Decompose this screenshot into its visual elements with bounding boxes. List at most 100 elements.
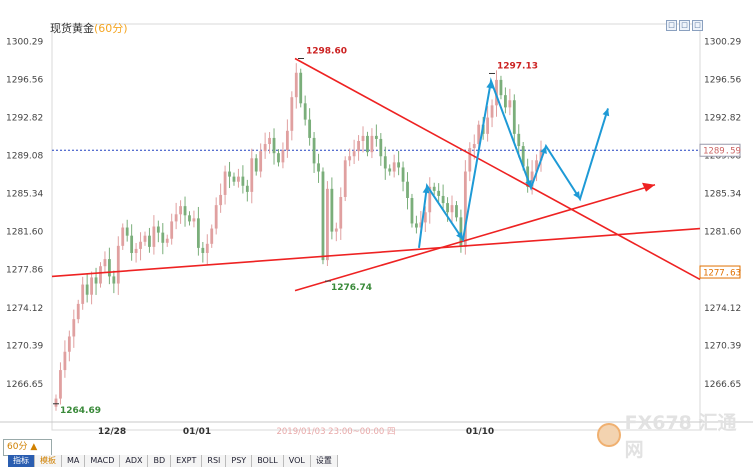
y-tick-label-left: 1285.34 (6, 190, 43, 200)
y-tick-label-right: 1266.65 (704, 380, 741, 390)
y-tick-label-right: 1292.82 (704, 113, 741, 123)
candle-body (361, 135, 365, 141)
candle-body (374, 135, 378, 139)
candle-body (90, 277, 93, 295)
candle-body (379, 138, 383, 157)
candle-body (254, 158, 258, 172)
y-tick-label-right: 1300.29 (704, 37, 741, 47)
tab-boll[interactable]: BOLL (252, 455, 284, 467)
candle-body (205, 243, 209, 253)
candle-body (406, 181, 409, 198)
candle-body (272, 137, 276, 154)
y-tick-label-left: 1296.56 (6, 75, 43, 85)
y-tick-label-right: 1270.39 (704, 342, 741, 352)
y-tick-label-left: 1266.65 (6, 380, 43, 390)
candle-body (188, 215, 191, 222)
tab-settings[interactable]: 设置 (310, 455, 338, 467)
red-trendline (294, 183, 656, 292)
price-extreme-label: 1298.60 (306, 47, 347, 57)
candle-body (134, 248, 138, 253)
y-tick-label-right: 1296.56 (704, 75, 741, 85)
y-tick-label-right: 1285.34 (704, 190, 741, 200)
blue-arrowhead (573, 191, 580, 200)
candle-body (352, 151, 356, 157)
candle-body (63, 351, 67, 371)
candle-body (223, 171, 227, 195)
y-tick-label-left: 1289.08 (6, 151, 43, 161)
y-tick-label-left: 1292.82 (6, 113, 43, 123)
candle-body (285, 130, 289, 151)
candle-body (192, 218, 196, 222)
candle-body (357, 140, 360, 152)
blue-arrowhead (486, 80, 494, 89)
candle-body (121, 227, 125, 246)
candle-body (277, 153, 280, 163)
candle-body (241, 176, 245, 186)
candle-body (107, 259, 111, 277)
candle-body (299, 72, 303, 104)
y-tick-label-left: 1270.39 (6, 342, 43, 352)
candle-body (103, 259, 107, 267)
window-button-icon[interactable]: □ (679, 20, 690, 31)
candle-body (85, 284, 89, 295)
candle-body (99, 266, 102, 284)
tab-macd[interactable]: MACD (85, 455, 121, 467)
tab-bd[interactable]: BD (148, 455, 172, 467)
candle-body (401, 167, 405, 182)
candle-body (508, 100, 512, 108)
indicator-tabs: 指标 模板 MA MACD ADX BD EXPT RSI PSY BOLL V… (8, 455, 338, 467)
candle-body (170, 221, 174, 239)
window-controls: □ □ □ (666, 20, 703, 31)
candle-body (486, 117, 490, 134)
candle-body (504, 95, 507, 108)
red-trendline (294, 57, 701, 281)
x-tick-label: 01/01 (183, 427, 211, 437)
period-select[interactable]: 60分 ▲ (3, 439, 52, 456)
y-tick-label-left: 1300.29 (6, 37, 43, 47)
candle-body (535, 160, 538, 172)
blue-arrowhead (602, 108, 610, 117)
candle-body (348, 156, 352, 161)
tab-indicator[interactable]: 指标 (8, 455, 35, 467)
window-button-icon[interactable]: □ (666, 20, 677, 31)
candle-body (112, 276, 116, 284)
window-button-icon[interactable]: □ (692, 20, 703, 31)
candle-body (463, 171, 467, 247)
y-tick-label-right: 1281.60 (704, 228, 741, 238)
candle-body (116, 245, 120, 284)
candle-body (326, 188, 329, 261)
tab-template[interactable]: 模板 (35, 455, 62, 467)
period-badge: (60分) (94, 22, 128, 35)
candle-body (179, 206, 182, 215)
candle-body (165, 238, 169, 243)
price-tag-label: 1277.63 (703, 269, 741, 279)
tab-psy[interactable]: PSY (226, 455, 253, 467)
candle-body (392, 162, 396, 172)
candle-body (477, 124, 481, 145)
price-tag-box (699, 265, 741, 279)
candle-body (366, 135, 369, 153)
candle-body (294, 72, 298, 98)
candle-body (317, 163, 320, 172)
tab-adx[interactable]: ADX (120, 455, 149, 467)
candle-body (259, 151, 263, 172)
candle-body (459, 217, 463, 247)
candle-body (512, 100, 516, 134)
candle-body (125, 227, 129, 236)
candle-body (539, 150, 543, 161)
candle-body (156, 226, 160, 233)
tab-vol[interactable]: VOL (283, 455, 311, 467)
candle-body (423, 212, 427, 223)
candle-body (245, 185, 249, 192)
tab-expt[interactable]: EXPT (171, 455, 203, 467)
tab-rsi[interactable]: RSI (202, 455, 227, 467)
tab-ma[interactable]: MA (62, 455, 86, 467)
candle-body (139, 241, 142, 249)
candle-body (161, 232, 165, 243)
candle-body (455, 205, 458, 218)
candle-body (196, 218, 200, 248)
candle-body (130, 235, 134, 253)
candle-body (201, 247, 205, 253)
candle-body (495, 79, 498, 106)
